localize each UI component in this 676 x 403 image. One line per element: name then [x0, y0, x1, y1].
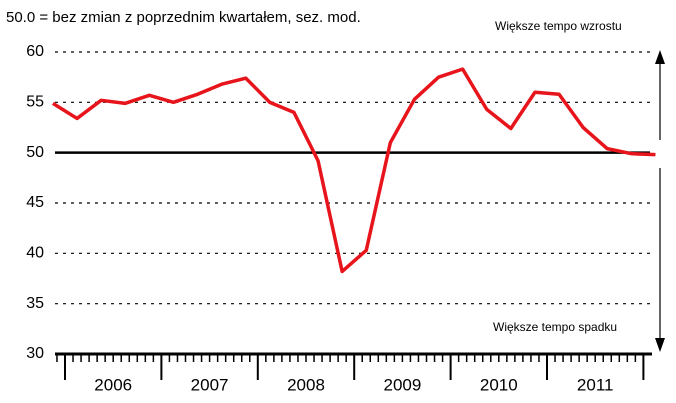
arrow-head — [655, 50, 665, 64]
annotation: Większe tempo wzrostu — [495, 19, 622, 33]
y-tick-label: 30 — [26, 345, 44, 362]
x-tick-label: 2010 — [480, 375, 518, 394]
x-tick-label: 2009 — [383, 375, 421, 394]
x-tick-label: 2008 — [287, 375, 325, 394]
annotation: Większe tempo spadku — [493, 320, 617, 334]
arrow-head — [655, 338, 665, 352]
line-series — [52, 67, 656, 274]
chart-title: 50.0 = bez zmian z poprzednim kwartałem,… — [6, 9, 361, 26]
y-tick-label: 55 — [26, 94, 44, 111]
x-tick-label: 2007 — [191, 375, 229, 394]
x-tick-label: 2011 — [577, 375, 614, 394]
y-tick-label: 60 — [26, 43, 44, 60]
x-tick-label: 2006 — [94, 375, 132, 394]
y-tick-label: 40 — [26, 245, 44, 262]
y-tick-label: 45 — [26, 194, 44, 211]
y-tick-label: 50 — [26, 144, 44, 161]
y-tick-label: 35 — [26, 295, 44, 312]
